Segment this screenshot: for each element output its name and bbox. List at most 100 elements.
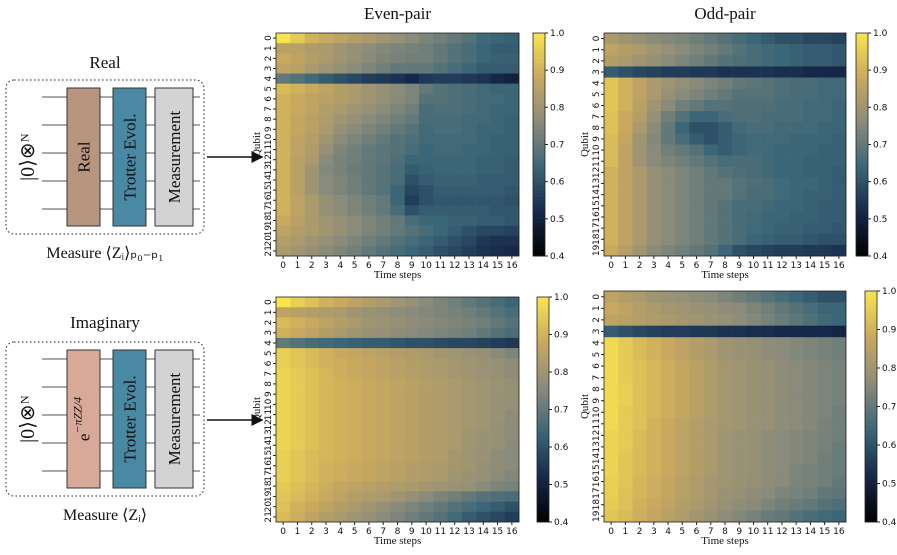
cell [476, 93, 491, 105]
cell [447, 195, 463, 206]
x-tick-label: 12 [776, 527, 787, 537]
cell [746, 429, 761, 442]
cell [660, 510, 676, 523]
cell [433, 399, 448, 410]
colorbar-step [865, 337, 877, 342]
cell [717, 360, 733, 373]
cell [476, 174, 491, 186]
cell [404, 440, 420, 451]
cell [604, 33, 619, 45]
cell [817, 510, 833, 523]
cell [376, 327, 391, 339]
cell [789, 452, 804, 465]
cell [703, 155, 719, 168]
cell [418, 297, 434, 308]
cell [632, 166, 648, 179]
cell [418, 93, 434, 105]
x-tick-label: 5 [679, 261, 685, 271]
y-tick-label: 8 [264, 381, 274, 387]
cell [789, 122, 804, 134]
cell [461, 501, 477, 513]
cell [675, 111, 690, 123]
cell [689, 291, 704, 303]
cell [504, 317, 520, 328]
cell [361, 389, 377, 400]
colorbar-step [533, 96, 545, 101]
cell [461, 154, 477, 166]
cell [689, 302, 704, 315]
cell [490, 83, 506, 95]
cell [675, 383, 690, 396]
cell [333, 53, 348, 64]
cell [304, 124, 320, 135]
cell [703, 291, 719, 303]
colorbar-step [865, 348, 877, 353]
cell [604, 429, 619, 442]
cell [290, 317, 305, 328]
cell [347, 337, 363, 349]
cell [490, 245, 506, 257]
cell [404, 470, 420, 482]
cell [774, 394, 790, 407]
cell [632, 337, 648, 350]
x-tick-label: 13 [463, 527, 474, 537]
cell [817, 302, 833, 315]
cell [318, 389, 334, 400]
x-tick-label: 4 [337, 527, 343, 537]
cell [660, 177, 676, 190]
colorbar-step [537, 357, 549, 362]
cell [304, 154, 320, 166]
cell [618, 498, 633, 511]
cell [789, 348, 804, 361]
cell [746, 510, 761, 523]
cell [717, 314, 733, 326]
cell [675, 88, 690, 101]
colorbar-step [865, 325, 877, 330]
cell [774, 348, 790, 361]
cell [717, 510, 733, 523]
cell [789, 291, 804, 303]
y-tick-label: 16 [592, 476, 602, 488]
cell [504, 399, 520, 410]
cell [831, 55, 847, 67]
cell [717, 222, 733, 234]
cell [390, 409, 405, 421]
cell [347, 215, 363, 226]
colorbar-step [533, 203, 545, 209]
x-tick-label: 8 [722, 527, 728, 537]
cell [361, 114, 377, 125]
cell [418, 348, 434, 359]
cell [476, 144, 491, 155]
gate-text: Measurement [165, 110, 184, 203]
x-tick-label: 3 [651, 261, 657, 271]
cell [774, 177, 790, 190]
cell [476, 399, 491, 410]
colorbar-step [533, 170, 545, 175]
cell [774, 510, 790, 523]
cell [817, 325, 833, 338]
cell [461, 491, 477, 502]
cell [376, 83, 391, 95]
cell [660, 122, 676, 134]
cell [732, 475, 747, 488]
cell [732, 144, 747, 156]
cell [632, 452, 648, 465]
cell [732, 314, 747, 326]
x-tick-label: 11 [435, 527, 446, 537]
colorbar-step [537, 477, 549, 482]
cell [376, 195, 391, 206]
cell [476, 491, 491, 502]
y-tick-label: 15 [264, 450, 274, 461]
cell [276, 93, 291, 105]
cell [418, 460, 434, 472]
colorbar-step [865, 456, 877, 461]
cell [418, 409, 434, 421]
cell [689, 44, 704, 56]
colorbar-step [537, 465, 549, 470]
colorbar-step [537, 304, 549, 309]
cell [675, 99, 690, 112]
cell [476, 215, 491, 226]
cell [760, 189, 776, 201]
cell [361, 399, 377, 410]
cell [732, 464, 747, 477]
